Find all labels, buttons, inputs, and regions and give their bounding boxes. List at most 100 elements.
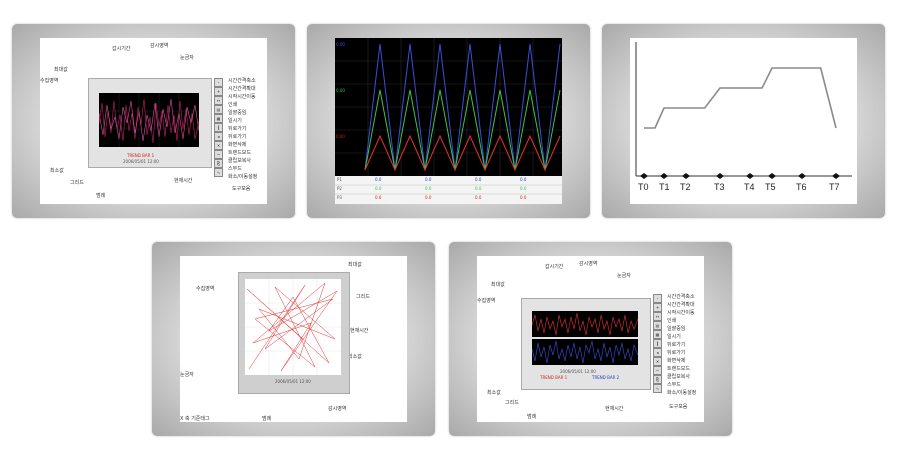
label-toolbar: 도구모음 bbox=[232, 186, 251, 192]
menu-item: 스무드 bbox=[667, 382, 681, 388]
legend-value: 0.0 bbox=[520, 186, 527, 191]
label-period: 갑시기간 bbox=[545, 264, 564, 270]
trend-date: 2006/05/01 12:00 bbox=[560, 369, 596, 374]
marker-left-4 bbox=[746, 173, 750, 179]
print-icon[interactable]: ▤ bbox=[214, 105, 223, 114]
batch-icon[interactable]: ▦ bbox=[653, 330, 662, 339]
label-min: 최소값 bbox=[487, 390, 501, 396]
xy-plot-svg bbox=[245, 279, 341, 375]
panel5-canvas: 갑시기간 감시영역 눈금자 최대값 수집영역 최소값 그리드 범례 현재시간 도… bbox=[477, 256, 704, 422]
label-collect: 수집영역 bbox=[196, 286, 215, 292]
label-period: 갑시기간 bbox=[112, 46, 131, 52]
trend-mode-icon[interactable]: ~ bbox=[653, 366, 662, 375]
label-grid: 그리드 bbox=[356, 294, 370, 300]
label-area: 감시영역 bbox=[150, 43, 169, 49]
menu-item: 시간간격축소 bbox=[667, 294, 695, 300]
label-min: 최소값 bbox=[50, 168, 64, 174]
copy-icon[interactable]: ⎘ bbox=[653, 375, 662, 384]
y-label-green: 0.00 bbox=[336, 88, 345, 93]
label-xtag: X 축 기준태그 bbox=[180, 416, 210, 422]
trend-caption: TREND BAR 1 bbox=[127, 153, 155, 158]
menu-item: 일시기 bbox=[228, 118, 242, 124]
menu-item: 화소/이동설정 bbox=[667, 390, 697, 396]
legend-value: 0.0 bbox=[375, 177, 382, 182]
pause-icon[interactable]: ‖ bbox=[653, 339, 662, 348]
menu-item: 시작시간이동 bbox=[228, 94, 256, 100]
delete-icon[interactable]: ✕ bbox=[653, 357, 662, 366]
menu-item: 시간간격확대 bbox=[228, 86, 256, 92]
tick-label-t2: T2 bbox=[680, 182, 691, 192]
legend-value: 0.0 bbox=[425, 186, 432, 191]
panel-trend-single: 갑시기간 감시영역 눈금자 최대값 수집영역 최소값 그리드 범례 현재시간 도… bbox=[12, 24, 295, 218]
legend-row: P1 bbox=[337, 177, 342, 182]
trend-mode-icon[interactable]: ~ bbox=[214, 150, 223, 159]
menu-item: 일시기 bbox=[667, 334, 681, 340]
move-icon[interactable]: ↔ bbox=[214, 96, 223, 105]
label-collect: 수집영역 bbox=[40, 78, 59, 84]
menu-item: 스무드 bbox=[228, 166, 242, 172]
label-now: 현재시간 bbox=[605, 406, 624, 412]
panel2-canvas: 0.00 0.00 0.00 P1 P2 P3 0.0 0.0 0.0 0.0 … bbox=[335, 38, 562, 204]
pause-icon[interactable]: ‖ bbox=[214, 123, 223, 132]
label-max: 최대값 bbox=[54, 67, 68, 73]
smooth-icon[interactable]: ∿ bbox=[214, 168, 223, 177]
back-icon[interactable]: ◂ bbox=[214, 132, 223, 141]
marker-right-5 bbox=[772, 173, 776, 179]
legend-value: 0.0 bbox=[520, 195, 527, 200]
label-legend: 범례 bbox=[96, 193, 106, 199]
trend-plot-blue[interactable] bbox=[532, 339, 638, 365]
marker-right-2 bbox=[686, 173, 690, 179]
marker-left-5 bbox=[768, 173, 772, 179]
label-legend: 범례 bbox=[527, 414, 537, 420]
back-icon[interactable]: ◂ bbox=[653, 348, 662, 357]
move-icon[interactable]: ↔ bbox=[653, 312, 662, 321]
menu-item: 클립보복사 bbox=[228, 158, 252, 164]
marker-right-1 bbox=[664, 173, 668, 179]
trend-window: TREND BAR 1 TREND BAR 2 2006/05/01 12:00 bbox=[521, 298, 651, 390]
panel1-canvas: 갑시기간 감시영역 눈금자 최대값 수집영역 최소값 그리드 범례 현재시간 도… bbox=[40, 38, 267, 204]
label-toolbar: 도구모음 bbox=[669, 404, 688, 410]
menu-item: 트랜드모드 bbox=[228, 150, 252, 156]
red-trend-svg bbox=[532, 312, 638, 336]
label-now: 현재시간 bbox=[174, 178, 193, 184]
red-series-line bbox=[364, 134, 561, 172]
marker-left-0 bbox=[640, 173, 644, 179]
marker-right-7 bbox=[836, 173, 840, 179]
menu-item: 클립보복사 bbox=[667, 374, 691, 380]
smooth-icon[interactable]: ∿ bbox=[653, 384, 662, 393]
label-max: 최대값 bbox=[348, 262, 362, 268]
delete-icon[interactable]: ✕ bbox=[214, 141, 223, 150]
zoom-in-icon[interactable]: + bbox=[653, 303, 662, 312]
xy-plot[interactable] bbox=[245, 279, 341, 375]
zoom-out-icon[interactable]: - bbox=[214, 78, 223, 87]
trend-caption-red: TREND BAR 1 bbox=[540, 375, 568, 380]
time-markers bbox=[640, 173, 840, 179]
menu-item: 뒤로가기 bbox=[228, 134, 247, 140]
marker-right-6 bbox=[802, 173, 806, 179]
trend-plot-red[interactable] bbox=[532, 311, 638, 337]
menu-item: 뒤로가기 bbox=[667, 342, 686, 348]
label-area: 감시영역 bbox=[579, 261, 598, 267]
tick-label-t6: T6 bbox=[796, 182, 807, 192]
xy-window: 2006/05/01 12:00 bbox=[238, 272, 350, 394]
copy-icon[interactable]: ⎘ bbox=[214, 159, 223, 168]
legend-row: P2 bbox=[337, 186, 342, 191]
print-icon[interactable]: ▤ bbox=[653, 321, 662, 330]
batch-icon[interactable]: ▦ bbox=[214, 114, 223, 123]
legend-value: 0.0 bbox=[425, 177, 432, 182]
menu-item: 트랜드모드 bbox=[667, 366, 691, 372]
label-area: 감시영역 bbox=[328, 406, 347, 412]
menu-item: 인쇄 bbox=[228, 102, 238, 108]
zoom-out-icon[interactable]: - bbox=[653, 294, 662, 303]
marker-left-2 bbox=[682, 173, 686, 179]
zoom-in-icon[interactable]: + bbox=[214, 87, 223, 96]
series-line bbox=[644, 67, 837, 129]
menu-item: 화면삭제 bbox=[667, 358, 686, 364]
trend-plot[interactable] bbox=[99, 93, 199, 147]
menu-item: 뒤로가기 bbox=[228, 126, 247, 132]
menu-item: 일괄중임 bbox=[667, 326, 686, 332]
trend-plot-svg bbox=[99, 93, 199, 147]
label-scale: 눈금자 bbox=[180, 55, 194, 61]
legend-value: 0.0 bbox=[425, 195, 432, 200]
legend-value: 0.0 bbox=[375, 186, 382, 191]
